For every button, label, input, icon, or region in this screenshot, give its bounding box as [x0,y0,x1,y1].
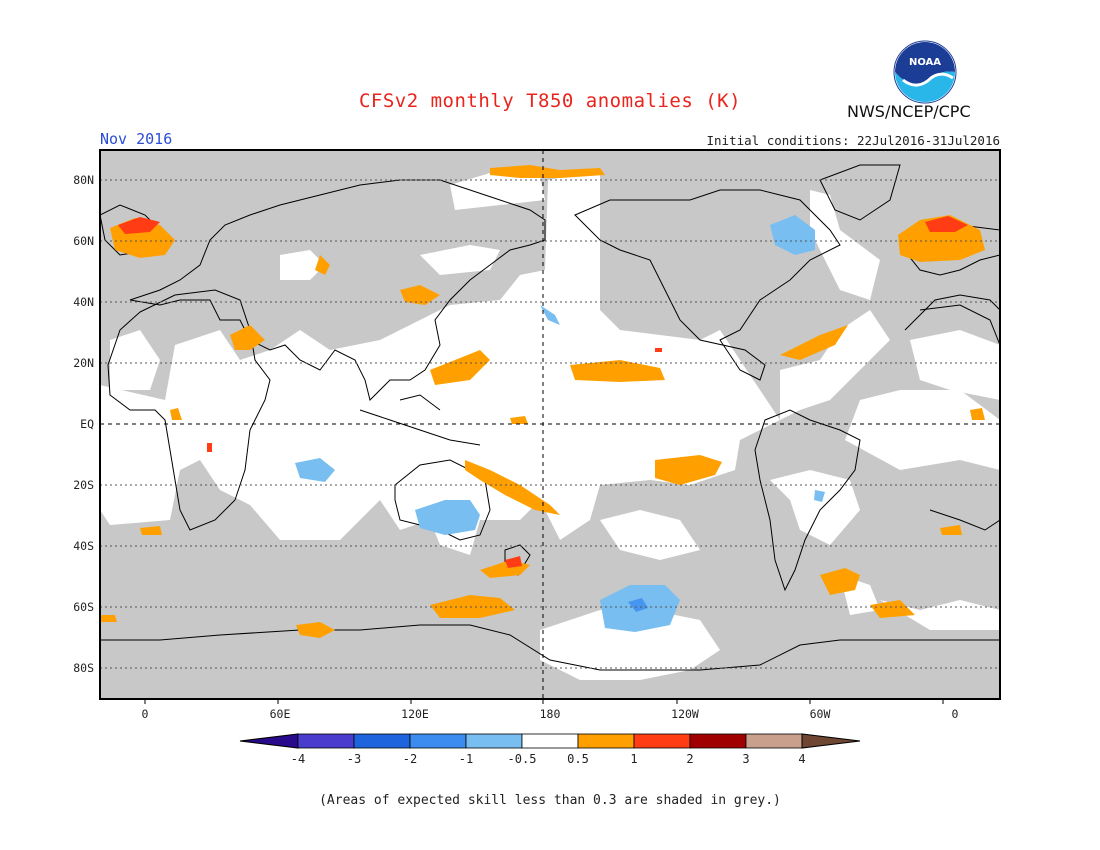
forecast-month-label: Nov 2016 [100,130,173,148]
colorbar-tick-label: -0.5 [507,752,537,766]
tick-marks [144,699,944,704]
positive-anomalies-0-5-1 [100,165,985,638]
colorbar-segment [465,733,523,749]
colorbar-left-arrow [239,733,299,749]
map-title: CFSv2 monthly T850 anomalies (K) [358,90,742,112]
colorbar-tick-label: -2 [402,752,418,766]
colorbar-tick-label: -3 [346,752,362,766]
lat-label: EQ [80,416,94,431]
negative-anomalies-1-2 [628,598,648,612]
colorbar-segment [577,733,635,749]
colorbar-right-arrow [801,733,861,749]
colorbar-segment [353,733,411,749]
colorbar-tick-label: -1 [458,752,474,766]
lon-label: 0 [141,707,149,721]
colorbar-tick-label: -4 [290,752,306,766]
lon-label: 60E [269,707,291,721]
colorbar-tick-label: 3 [742,752,750,766]
grid-lines [100,179,1000,669]
colorbar-segment [689,733,747,749]
colorbar-segment [409,733,467,749]
lat-label: 20N [73,355,94,370]
colorbar-tick-label: 2 [686,752,694,766]
positive-anomalies-1-2 [118,216,968,568]
colorbar-segment [745,733,803,749]
colorbar-tick-label: 0.5 [567,752,589,766]
colorbar-segment [521,733,579,749]
agency-label: NWS/NCEP/CPC [847,102,971,121]
lat-label: 20S [73,477,94,492]
skill-footnote: (Areas of expected skill less than 0.3 a… [319,793,781,808]
initial-conditions-label: Initial conditions: 22Jul2016-31Jul2016 [706,133,1001,148]
colorbar-tick-label: 1 [630,752,638,766]
lat-label: 60N [73,233,94,248]
lon-label: 120W [671,707,699,721]
colorbar [239,733,861,749]
lat-label: 80N [73,172,94,187]
lon-label: 120E [401,707,429,721]
lon-label: 60W [809,707,831,721]
lat-label: 60S [73,599,94,614]
lat-label: 40N [73,294,94,309]
lat-label: 40S [73,538,94,553]
map-frame [99,149,1001,700]
colorbar-tick-label: 4 [798,752,806,766]
reference-lines [100,150,1000,699]
lon-label: 0 [951,707,959,721]
colorbar-segment [297,733,355,749]
lon-label: 180 [539,707,561,721]
logo-text: NOAA [909,57,941,68]
colorbar-segment [633,733,691,749]
lat-label: 80S [73,660,94,675]
noaa-logo: NOAA [893,40,957,104]
